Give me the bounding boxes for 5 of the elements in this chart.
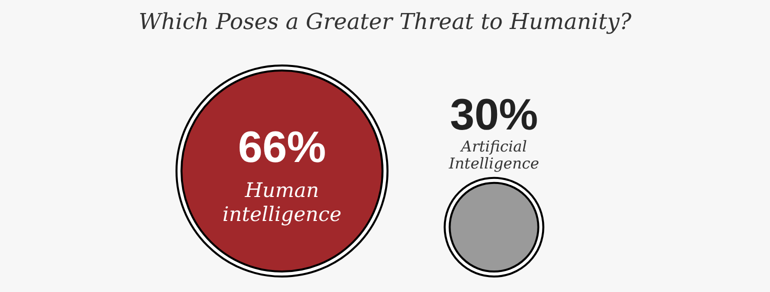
text: Which Poses a Greater Threat to Humanity? (138, 10, 632, 35)
data-label: 66% (238, 123, 326, 172)
data-label: 30% (450, 90, 538, 140)
category-label: Human intelligence (222, 178, 342, 226)
category-label: Artificial Intelligence (448, 137, 540, 172)
